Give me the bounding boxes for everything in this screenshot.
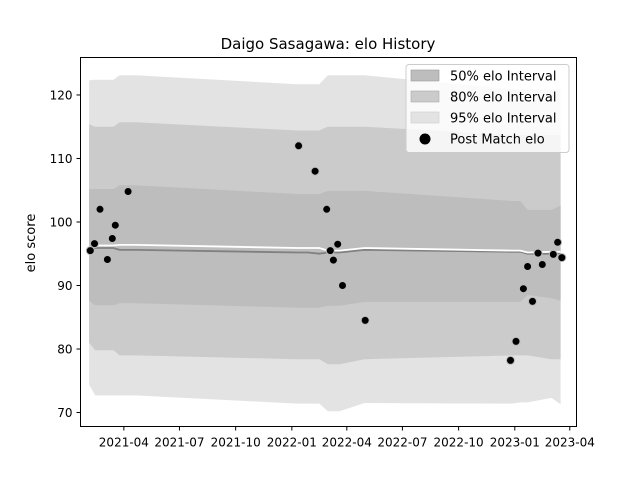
- x-tick-label: 2023-01: [490, 436, 540, 450]
- data-point: [294, 141, 304, 151]
- x-tick-label: 2022-07: [377, 436, 427, 450]
- data-point: [102, 255, 112, 264]
- median-line: [88, 247, 561, 255]
- legend-swatch-95: [410, 111, 440, 124]
- legend-swatch-50: [410, 69, 440, 82]
- data-point: [523, 262, 533, 271]
- data-point: [95, 204, 105, 214]
- trend-lines: [88, 243, 561, 255]
- plot-frame: [80, 57, 577, 427]
- x-tick-label: 2021-04: [99, 436, 149, 450]
- data-point: [110, 220, 120, 230]
- data-point: [360, 315, 370, 325]
- data-point: [123, 187, 133, 196]
- data-point: [328, 255, 338, 265]
- data-point: [90, 239, 99, 249]
- band-50: [89, 185, 561, 308]
- legend-label-50: 50% elo Interval: [450, 70, 557, 85]
- legend-swatch-80: [410, 90, 440, 103]
- data-point: [548, 249, 558, 259]
- y-tick-label: 70: [57, 406, 72, 420]
- y-tick-label: 110: [50, 152, 73, 166]
- interval-bands: [89, 75, 561, 412]
- data-point: [528, 296, 537, 306]
- y-tick-label: 100: [50, 215, 73, 229]
- data-point: [537, 260, 547, 269]
- data-point: [518, 284, 528, 294]
- chart-title: Daigo Sasagawa: elo History: [221, 35, 436, 53]
- data-point: [322, 204, 332, 214]
- data-point: [310, 166, 320, 176]
- legend-marker-points: [419, 133, 431, 145]
- data-point: [107, 234, 117, 243]
- data-point: [553, 237, 563, 247]
- x-tick-label: 2021-07: [154, 436, 204, 450]
- y-tick-label: 120: [50, 88, 73, 102]
- x-axis: 2021-04 2021-07 2021-10 2022-01 2022-04 2022-…: [99, 426, 595, 450]
- legend: 50% elo Interval 80% elo Interval 95% el…: [405, 64, 570, 153]
- data-point: [506, 355, 515, 365]
- data-point: [338, 281, 347, 290]
- y-tick-label: 90: [57, 279, 72, 293]
- x-tick-label: 2022-01: [267, 436, 317, 450]
- data-point: [511, 336, 521, 346]
- x-tick-label: 2022-10: [434, 436, 484, 450]
- y-axis: 70 80 90 100 110 120: [50, 88, 81, 420]
- data-point: [557, 253, 567, 263]
- y-axis-label: elo score: [24, 214, 39, 273]
- data-point: [325, 246, 335, 256]
- x-tick-label: 2022-04: [322, 436, 372, 450]
- legend-label-80: 80% elo Interval: [450, 91, 557, 106]
- x-tick-label: 2021-10: [211, 436, 261, 450]
- x-tick-label: 2023-04: [545, 436, 595, 450]
- y-tick-label: 80: [57, 343, 72, 357]
- data-point: [85, 246, 95, 256]
- legend-label-points: Post Match elo: [450, 133, 545, 148]
- legend-box: [405, 64, 570, 153]
- data-point: [333, 239, 343, 249]
- post-match-points: [85, 141, 567, 365]
- data-point: [533, 248, 543, 258]
- legend-label-95: 95% elo Interval: [450, 112, 557, 127]
- mean-line: [88, 243, 561, 254]
